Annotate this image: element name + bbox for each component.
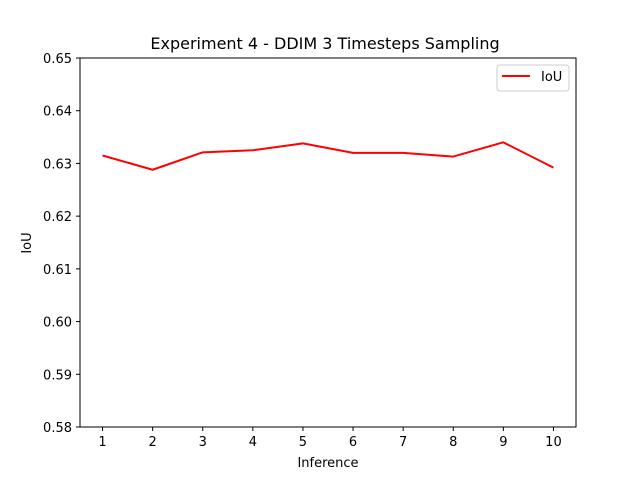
series-layer [102,141,554,171]
y-tick-label: 0.59 [43,368,72,383]
y-tick-label: 0.65 [43,52,72,67]
y-tick-label: 0.58 [43,421,72,436]
x-tick-label: 4 [249,435,257,450]
x-tick-label: 6 [349,435,357,450]
x-tick-label: 8 [449,435,457,450]
y-tick-label: 0.61 [43,263,72,278]
x-tick-label: 5 [299,435,307,450]
legend-label-iou: IoU [541,70,562,85]
x-tick-label: 2 [149,435,157,450]
y-axis-label: IoU [20,232,35,253]
x-tick-label: 3 [199,435,207,450]
x-tick-label: 10 [545,435,562,450]
x-tick-label: 1 [98,435,106,450]
plot-area [79,57,577,428]
series-line-iou [102,141,554,171]
x-tick-label: 7 [399,435,407,450]
x-tick-label: 9 [499,435,507,450]
legend-box [496,64,570,92]
chart-title: Experiment 4 - DDIM 3 Timesteps Sampling [150,34,499,53]
legend: IoU [496,64,570,92]
y-tick-label: 0.62 [43,210,72,225]
y-tick-label: 0.64 [43,105,72,120]
x-axis-ticks: 1 2 3 4 5 6 7 8 9 10 [98,427,562,450]
y-tick-label: 0.63 [43,157,72,172]
x-axis-label: Inference [297,456,358,471]
y-axis-ticks: 0.58 0.59 0.60 0.61 0.62 0.63 0.64 0.65 [43,52,80,436]
y-tick-label: 0.60 [43,316,72,331]
